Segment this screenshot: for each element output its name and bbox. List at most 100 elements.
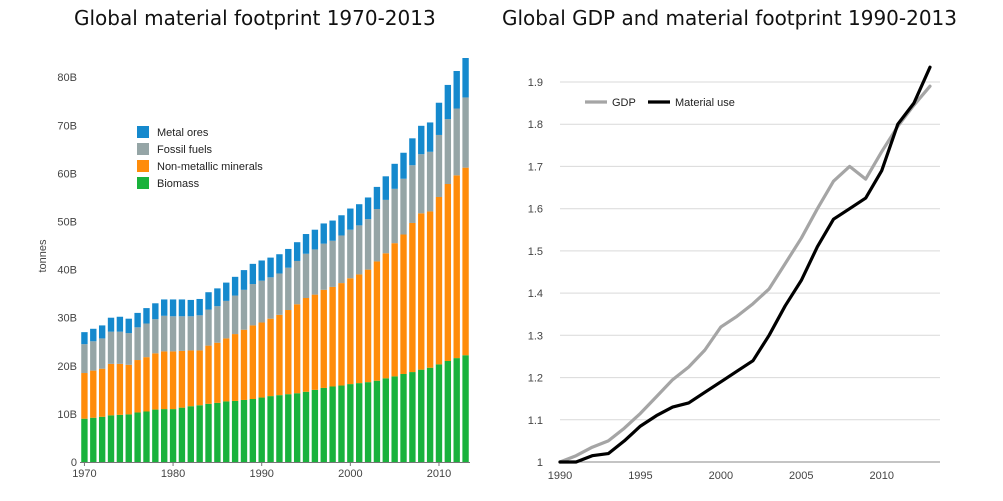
legend-label-fossil-fuels: Fossil fuels: [157, 144, 213, 156]
bar-metal-ores-2013: [462, 58, 469, 98]
bar-non-metallic-minerals-2007: [409, 222, 416, 373]
bar-metal-ores-1970: [81, 332, 88, 345]
bar-biomass-1986: [223, 401, 230, 462]
y-tick-label: 1.6: [528, 204, 543, 216]
bar-metal-ores-1988: [240, 270, 248, 290]
x-tick-label: 2010: [427, 468, 451, 480]
bar-biomass-1992: [276, 395, 283, 462]
legend-label-metal-ores: Metal ores: [157, 127, 209, 139]
bar-biomass-1983: [196, 405, 203, 462]
bar-non-metallic-minerals-2000: [347, 278, 354, 385]
bar-non-metallic-minerals-1986: [223, 338, 230, 402]
bar-biomass-2009: [426, 367, 434, 462]
x-tick-label: 2010: [869, 470, 893, 482]
bar-fossil-fuels-1986: [223, 300, 230, 339]
bar-non-metallic-minerals-2006: [400, 234, 407, 374]
bar-fossil-fuels-1982: [187, 316, 194, 351]
bar-fossil-fuels-1994: [293, 260, 301, 305]
bar-non-metallic-minerals-1971: [90, 370, 97, 418]
bar-biomass-2013: [462, 355, 469, 462]
bar-fossil-fuels-2007: [409, 165, 416, 223]
y-tick-label: 1.1: [528, 415, 543, 427]
bar-metal-ores-1992: [276, 254, 283, 274]
x-tick-label: 1990: [249, 468, 273, 480]
bar-fossil-fuels-1997: [320, 243, 327, 290]
bar-non-metallic-minerals-1995: [302, 298, 310, 392]
bar-metal-ores-1973: [107, 317, 115, 332]
bar-non-metallic-minerals-2012: [453, 175, 460, 359]
bar-metal-ores-1978: [152, 303, 159, 320]
bar-fossil-fuels-2008: [418, 154, 425, 214]
bar-metal-ores-1976: [134, 312, 141, 328]
bar-biomass-1990: [258, 397, 265, 462]
bar-fossil-fuels-1972: [98, 338, 106, 369]
bar-fossil-fuels-1993: [285, 267, 292, 311]
bar-fossil-fuels-1984: [205, 309, 212, 346]
legend-label-gdp: GDP: [612, 97, 636, 109]
bar-non-metallic-minerals-1994: [293, 304, 301, 394]
y-tick-label: 1.8: [528, 119, 543, 131]
bar-non-metallic-minerals-1975: [125, 364, 132, 415]
bar-biomass-1982: [187, 406, 194, 462]
bar-biomass-1987: [231, 400, 239, 462]
bar-fossil-fuels-1970: [81, 344, 88, 374]
y-tick-label: 1.2: [528, 373, 543, 385]
y-tick-label: 1: [537, 457, 543, 469]
x-tick-label: 1990: [548, 470, 572, 482]
y-tick-label: 50B: [57, 217, 77, 229]
bar-biomass-2007: [409, 372, 416, 462]
y-tick-label: 1.3: [528, 330, 543, 342]
line-series-gdp: [558, 84, 932, 464]
bar-biomass-1997: [320, 387, 327, 462]
left-chart-title: Global material footprint 1970-2013: [74, 6, 436, 30]
bar-fossil-fuels-2012: [453, 108, 460, 176]
bar-non-metallic-minerals-1984: [205, 345, 212, 404]
bar-fossil-fuels-1992: [276, 273, 283, 315]
bar-fossil-fuels-2000: [347, 229, 354, 279]
bar-non-metallic-minerals-1982: [187, 350, 194, 407]
bar-metal-ores-1971: [90, 328, 97, 342]
bar-biomass-2002: [364, 382, 372, 462]
bar-biomass-2000: [347, 384, 354, 462]
bar-metal-ores-1980: [169, 299, 177, 317]
bar-non-metallic-minerals-2002: [364, 269, 372, 383]
y-tick-label: 60B: [57, 168, 77, 180]
bar-biomass-1998: [329, 386, 336, 462]
bar-fossil-fuels-1987: [231, 295, 239, 335]
bar-metal-ores-2008: [418, 125, 425, 155]
bar-fossil-fuels-2009: [426, 151, 434, 212]
bar-metal-ores-1985: [214, 288, 221, 307]
bar-fossil-fuels-2013: [462, 97, 469, 168]
bar-non-metallic-minerals-2013: [462, 167, 469, 356]
bar-non-metallic-minerals-1997: [320, 289, 327, 388]
bar-metal-ores-1991: [267, 257, 274, 278]
legend-swatch-non-metallic-minerals: [137, 160, 149, 172]
bar-biomass-1977: [143, 411, 150, 462]
bar-biomass-1979: [161, 409, 168, 462]
bar-non-metallic-minerals-1981: [178, 350, 186, 408]
bar-non-metallic-minerals-1978: [152, 353, 159, 410]
bar-non-metallic-minerals-1990: [258, 322, 265, 398]
bar-biomass-1976: [134, 412, 141, 462]
bar-metal-ores-1994: [293, 242, 301, 261]
bar-biomass-1974: [116, 414, 124, 462]
bar-metal-ores-2010: [435, 102, 443, 135]
legend-swatch-biomass: [137, 177, 149, 189]
bar-metal-ores-1974: [116, 316, 124, 332]
bar-fossil-fuels-1995: [302, 253, 310, 298]
y-tick-label: 1.5: [528, 246, 543, 258]
bar-biomass-1973: [107, 415, 115, 462]
bar-fossil-fuels-1980: [169, 316, 177, 352]
bar-fossil-fuels-2004: [382, 199, 389, 254]
bar-non-metallic-minerals-2003: [373, 261, 381, 381]
y-axis-label: tonnes: [37, 239, 49, 273]
bar-non-metallic-minerals-1972: [98, 368, 106, 417]
bar-fossil-fuels-2003: [373, 209, 381, 262]
bar-biomass-1999: [338, 385, 345, 462]
bar-biomass-2008: [418, 369, 425, 462]
bar-fossil-fuels-1990: [258, 280, 265, 323]
bar-non-metallic-minerals-1974: [116, 363, 124, 415]
x-tick-label: 1995: [628, 470, 652, 482]
bar-metal-ores-1979: [161, 299, 168, 316]
x-tick-label: 2000: [338, 468, 362, 480]
